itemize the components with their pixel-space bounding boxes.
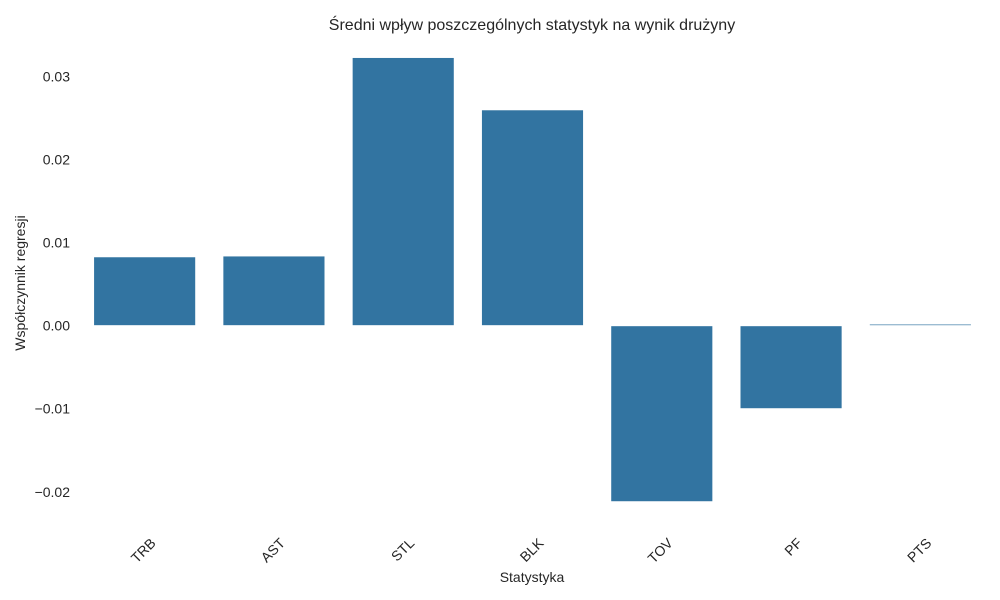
x-tick-label: TRB bbox=[128, 535, 159, 566]
x-axis-label: Statystyka bbox=[500, 569, 565, 585]
bar-pf bbox=[739, 325, 843, 410]
bar-pts bbox=[868, 323, 972, 327]
bar-trb bbox=[93, 256, 197, 327]
y-tick-label: 0.02 bbox=[43, 152, 70, 168]
x-tick-label: PF bbox=[781, 535, 805, 559]
y-tick-label: −0.02 bbox=[35, 484, 71, 500]
bar-stl bbox=[351, 56, 455, 327]
y-tick-label: 0.01 bbox=[43, 235, 70, 251]
bar-blk bbox=[480, 109, 585, 327]
x-tick-label: TOV bbox=[644, 534, 676, 566]
y-tick-label: 0.00 bbox=[43, 318, 70, 334]
chart-title: Średni wpływ poszczególnych statystyk na… bbox=[329, 15, 735, 34]
bars bbox=[93, 56, 972, 503]
x-tick-label: PTS bbox=[904, 535, 935, 566]
bar-tov bbox=[610, 325, 714, 503]
x-ticks: TRB AST STL BLK TOV PF PTS bbox=[128, 534, 935, 566]
y-tick-label: 0.03 bbox=[43, 69, 70, 85]
bar-ast bbox=[222, 255, 326, 327]
x-tick-label: AST bbox=[257, 534, 288, 565]
y-tick-label: −0.01 bbox=[35, 401, 71, 417]
y-axis-label: Współczynnik regresji bbox=[12, 215, 28, 350]
y-ticks: −0.02 −0.01 0.00 0.01 0.02 0.03 bbox=[35, 69, 71, 500]
x-tick-label: STL bbox=[388, 535, 418, 565]
x-tick-label: BLK bbox=[517, 534, 547, 564]
